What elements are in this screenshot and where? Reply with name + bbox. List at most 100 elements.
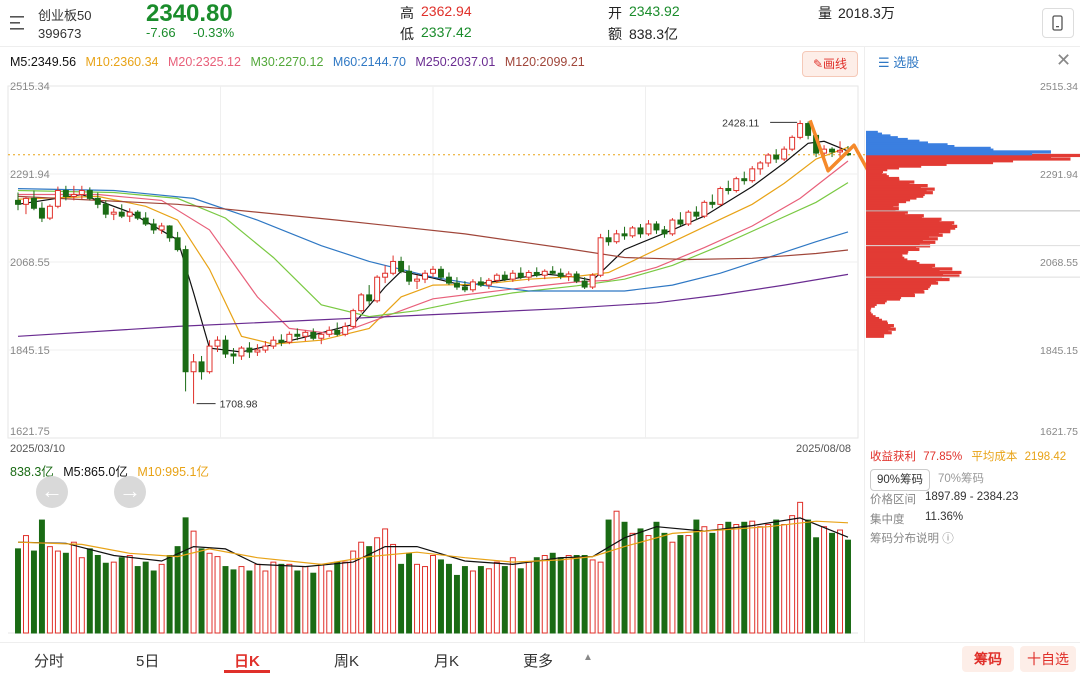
volume-bar-down xyxy=(477,566,484,634)
volume-bar-up xyxy=(70,541,77,634)
chip-y-tick-label: 2068.55 xyxy=(1040,257,1078,269)
chip-bar-profit xyxy=(866,240,936,244)
scroll-left-button[interactable]: ← xyxy=(36,476,68,508)
chip-bar-profit xyxy=(866,215,922,220)
tab-more[interactable]: 更多 xyxy=(523,653,554,670)
scroll-right-button[interactable]: → xyxy=(114,476,146,508)
chip-bar-profit xyxy=(866,265,933,269)
volume-bar-down xyxy=(150,570,157,634)
chip-bar-profit xyxy=(866,308,871,312)
legend-m60: M60:2144.70 xyxy=(332,55,406,69)
candle-up xyxy=(645,223,652,235)
volume-bar-down xyxy=(661,532,668,634)
chip-bar-profit xyxy=(866,285,930,289)
chip-bar-profit xyxy=(866,247,920,252)
candle-down xyxy=(230,353,237,357)
volume-bar-up xyxy=(613,510,620,634)
candle-down xyxy=(86,190,93,199)
chip-bar-trapped xyxy=(866,145,955,149)
candle-up xyxy=(781,148,788,160)
amount-value: 838.3亿 xyxy=(629,26,679,42)
volume-bar-down xyxy=(334,561,341,634)
chip-bar-profit xyxy=(866,214,924,218)
back-icon[interactable] xyxy=(10,14,30,30)
high-annotation-label: 2428.11 xyxy=(722,117,759,129)
volume-bar-down xyxy=(637,528,644,634)
candle-down xyxy=(549,270,556,274)
tab-chip-90[interactable]: 90%筹码 xyxy=(870,469,930,491)
landscape-button[interactable] xyxy=(1042,8,1074,38)
draw-line-button[interactable]: ✎画线 xyxy=(802,51,858,77)
candle-up xyxy=(238,347,245,357)
tab-5day[interactable]: 5日 xyxy=(136,653,160,670)
candle-up xyxy=(733,178,740,192)
candle-up xyxy=(797,123,804,138)
chip-bar-profit xyxy=(866,183,928,188)
volume-bar-down xyxy=(573,555,580,634)
chip-bar-profit xyxy=(866,292,915,296)
chip-bar-profit xyxy=(866,253,903,257)
candle-down xyxy=(30,197,37,209)
chip-bar-profit xyxy=(866,263,936,267)
candle-down xyxy=(445,276,452,284)
tab-monthly[interactable]: 月K xyxy=(434,653,460,670)
volume-bar-down xyxy=(741,521,748,634)
list-icon: ☰ xyxy=(878,55,890,70)
chip-bar-profit xyxy=(866,171,882,175)
volume-bar-down xyxy=(653,521,660,634)
chip-bar-profit xyxy=(866,329,889,333)
chip-bar-profit xyxy=(866,217,942,221)
candle-up xyxy=(685,211,692,225)
volume-bar-down xyxy=(533,557,540,634)
volume-bar-up xyxy=(22,535,29,634)
candle-up xyxy=(717,188,724,205)
tab-intraday[interactable]: 分时 xyxy=(34,653,65,670)
chip-bar-profit xyxy=(866,322,888,326)
tab-weekly[interactable]: 周K xyxy=(334,653,360,670)
close-icon[interactable]: ✕ xyxy=(1056,50,1072,70)
candle-up xyxy=(70,193,77,197)
add-watchlist-button[interactable]: 十自选 xyxy=(1020,646,1076,672)
tab-chip-70[interactable]: 70%筹码 xyxy=(937,473,985,485)
volume-bar-down xyxy=(30,550,37,634)
volume-bar-up xyxy=(493,561,500,634)
chip-bar-profit xyxy=(866,160,994,165)
chip-bar-profit xyxy=(866,281,939,285)
chip-bar-profit xyxy=(866,238,923,243)
candle-up xyxy=(629,227,636,237)
volume-bar-down xyxy=(166,555,173,634)
chip-bar-profit xyxy=(866,299,887,303)
volume-legend-m10: M10:995.1亿 xyxy=(137,465,209,479)
volume-bar-down xyxy=(118,557,125,634)
chip-bar-profit xyxy=(866,168,888,172)
volume-bar-up xyxy=(190,530,197,634)
chip-button[interactable]: 筹码 xyxy=(962,646,1014,672)
volume-bar-up xyxy=(414,563,421,634)
ma-line-m20 xyxy=(18,160,849,335)
chip-explain-link[interactable]: 筹码分布说明 ⓘ xyxy=(870,530,954,546)
y-tick-label: 1845.15 xyxy=(10,345,50,357)
candle-down xyxy=(453,282,460,288)
volume-bar-down xyxy=(845,539,851,634)
chip-bar-profit xyxy=(866,191,933,195)
volume-bar-up xyxy=(422,566,428,634)
candle-down xyxy=(501,274,508,280)
caret-up-icon[interactable]: ▲ xyxy=(583,652,593,663)
volume-bar-down xyxy=(557,557,564,634)
chip-bar-profit xyxy=(866,189,927,193)
stock-picker[interactable]: ☰ 选股 xyxy=(878,52,919,71)
volume-bar-down xyxy=(677,535,684,634)
candle-down xyxy=(709,201,716,205)
chip-bar-profit xyxy=(866,300,886,305)
volume-bar-down xyxy=(38,519,45,634)
tab-daily[interactable]: 日K xyxy=(234,653,260,670)
candle-up xyxy=(565,273,572,277)
ma-line-m30 xyxy=(17,182,849,318)
candle-up xyxy=(414,278,421,282)
candle-down xyxy=(222,339,229,355)
chip-bar-profit xyxy=(866,277,950,282)
candle-up xyxy=(613,233,620,243)
chip-bar-trapped xyxy=(866,130,878,135)
volume-bar-up xyxy=(302,566,309,634)
